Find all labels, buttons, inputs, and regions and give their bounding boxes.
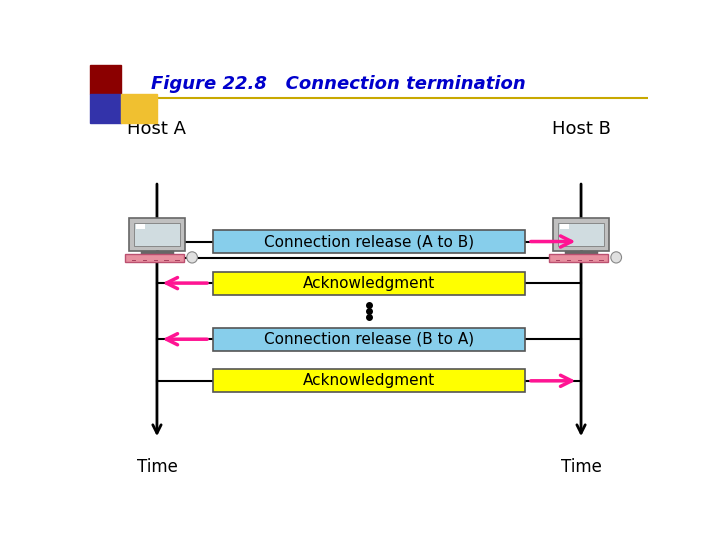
Text: Host A: Host A	[127, 119, 186, 138]
Text: Figure 22.8   Connection termination: Figure 22.8 Connection termination	[151, 75, 526, 92]
FancyBboxPatch shape	[128, 218, 186, 251]
Text: Connection release (B to A): Connection release (B to A)	[264, 332, 474, 347]
Ellipse shape	[611, 252, 621, 263]
FancyBboxPatch shape	[136, 225, 145, 230]
Text: Host B: Host B	[552, 119, 611, 138]
Bar	[90, 94, 121, 123]
FancyBboxPatch shape	[213, 272, 526, 294]
Text: Connection release (A to B): Connection release (A to B)	[264, 234, 474, 249]
Bar	[90, 65, 121, 94]
FancyBboxPatch shape	[552, 218, 610, 251]
FancyBboxPatch shape	[213, 328, 526, 350]
Text: Time: Time	[137, 458, 177, 476]
FancyBboxPatch shape	[125, 254, 184, 262]
Text: Acknowledgment: Acknowledgment	[303, 275, 435, 291]
FancyBboxPatch shape	[213, 369, 526, 392]
FancyBboxPatch shape	[213, 230, 526, 253]
Text: Acknowledgment: Acknowledgment	[303, 373, 435, 388]
FancyBboxPatch shape	[558, 222, 604, 246]
FancyBboxPatch shape	[560, 225, 569, 230]
Text: Time: Time	[561, 458, 601, 476]
Ellipse shape	[186, 252, 197, 263]
FancyBboxPatch shape	[549, 254, 608, 262]
FancyBboxPatch shape	[134, 222, 180, 246]
Bar	[121, 94, 157, 123]
